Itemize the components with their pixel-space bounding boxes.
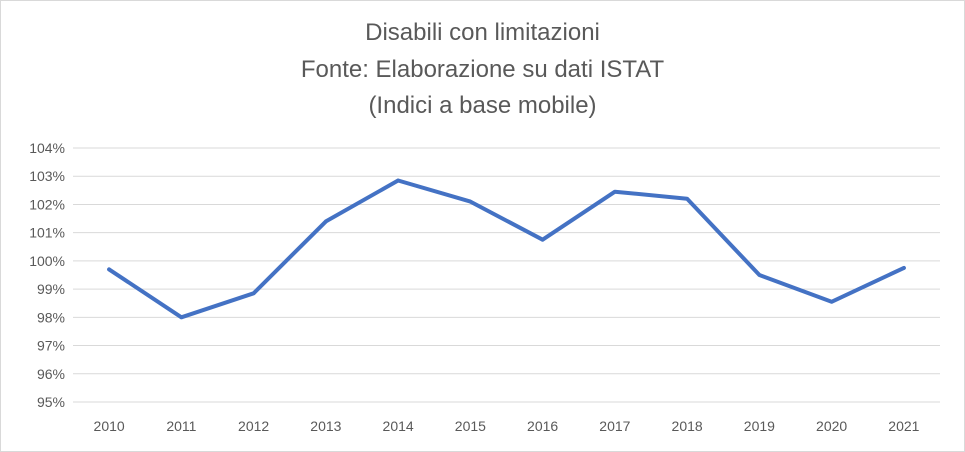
y-tick-label: 97% xyxy=(37,338,65,354)
x-tick-label: 2010 xyxy=(94,418,125,434)
y-tick-label: 98% xyxy=(37,309,65,325)
y-tick-label: 101% xyxy=(29,225,65,241)
data-point xyxy=(540,237,545,242)
chart-title-line-3: (Indici a base mobile) xyxy=(368,92,597,119)
y-tick-label: 95% xyxy=(37,394,65,410)
y-tick-label: 96% xyxy=(37,366,65,382)
data-point xyxy=(757,273,762,277)
data-point xyxy=(685,197,689,201)
y-tick-label: 104% xyxy=(29,140,65,156)
data-point xyxy=(251,291,256,296)
chart-title-line-2: Fonte: Elaborazione su dati ISTAT xyxy=(300,56,665,83)
x-tick-label: 2013 xyxy=(310,418,341,434)
x-tick-label: 2014 xyxy=(383,418,414,434)
data-point xyxy=(902,266,906,270)
x-tick-label: 2018 xyxy=(672,418,703,434)
data-point xyxy=(613,189,617,194)
x-tick-label: 2011 xyxy=(166,418,196,434)
x-tick-label: 2021 xyxy=(888,418,919,434)
data-point xyxy=(107,267,111,272)
y-tick-label: 99% xyxy=(37,281,65,297)
y-tick-label: 102% xyxy=(29,196,65,212)
y-tick-label: 103% xyxy=(29,168,65,184)
chart-title-line-1: Disabili con limitazioni xyxy=(365,19,600,46)
series-line xyxy=(107,178,906,320)
x-tick-label: 2019 xyxy=(744,418,775,434)
data-point xyxy=(396,178,400,183)
data-point xyxy=(829,300,834,304)
y-tick-label: 100% xyxy=(29,253,65,269)
x-tick-label: 2016 xyxy=(527,418,558,434)
data-point xyxy=(468,199,473,204)
x-tick-label: 2020 xyxy=(816,418,847,434)
x-tick-label: 2012 xyxy=(238,418,269,434)
x-tick-label: 2015 xyxy=(455,418,486,434)
data-point xyxy=(179,315,184,320)
x-tick-label: 2017 xyxy=(599,418,630,434)
data-point xyxy=(324,219,328,224)
